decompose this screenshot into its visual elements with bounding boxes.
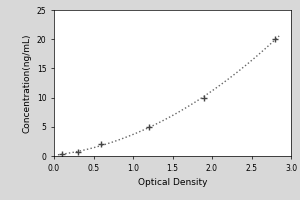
Y-axis label: Concentration(ng/mL): Concentration(ng/mL)	[22, 33, 31, 133]
X-axis label: Optical Density: Optical Density	[138, 178, 207, 187]
